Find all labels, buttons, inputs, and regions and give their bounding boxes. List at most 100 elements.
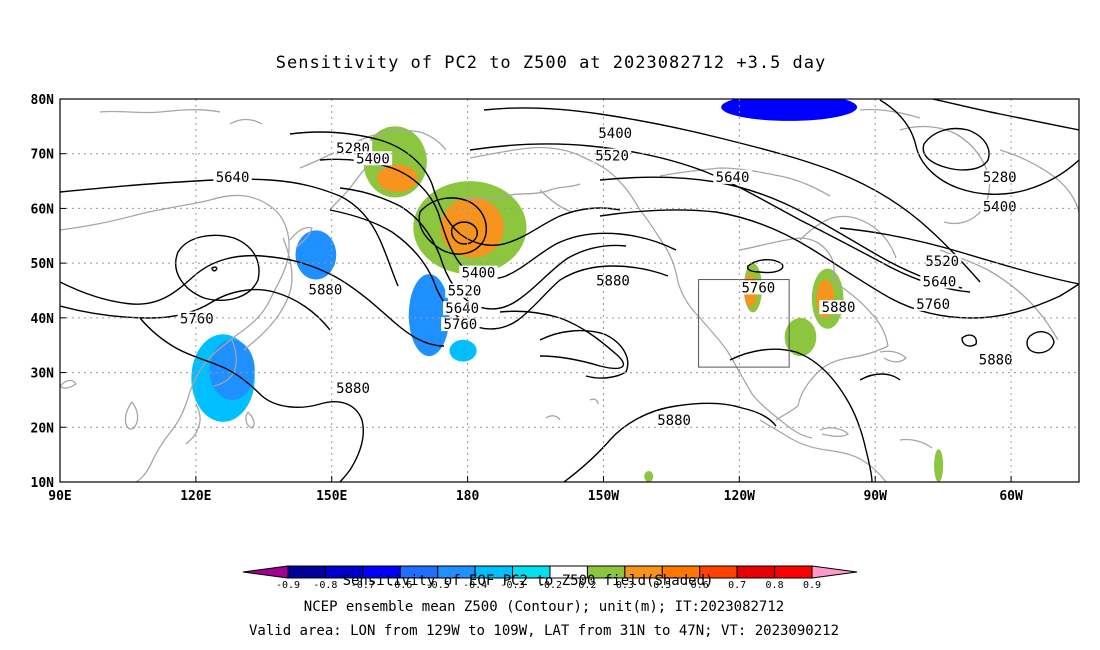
colorbar-tick-label: -0.7	[351, 580, 375, 591]
sensitivity-patch	[377, 164, 418, 193]
axis-labels: 90E 120E 150E 180 150W 120W 90W 60W 80N 70N 60N 50N…	[31, 93, 1023, 504]
colorbar-tick-label: 0.6	[691, 580, 709, 591]
contour-label-halo	[593, 273, 633, 288]
colorbar-tick-label: -0.8	[313, 580, 337, 591]
footer-line-3: Valid area: LON from 129W to 109W, LAT f…	[249, 623, 839, 639]
contour-label-halo	[980, 199, 1019, 214]
contour-label: 5520	[448, 284, 482, 300]
lat-tick-label: 30N	[31, 367, 55, 382]
colorbar-swatch	[774, 565, 813, 579]
colorbar-tick-label: -0.6	[388, 580, 412, 591]
z500-contours	[60, 99, 1079, 482]
contour-label-halo	[980, 169, 1019, 184]
sensitivity-patch	[295, 230, 337, 280]
lon-tick-label: 120E	[180, 489, 211, 504]
map-frame	[59, 98, 1080, 483]
sensitivity-shading-layer	[191, 99, 944, 482]
figure-title: Sensitivity of PC2 to Z500 at 2023082712…	[276, 53, 827, 73]
contour-label-halo	[596, 126, 635, 141]
colorbar-tick-label: -0.2	[538, 580, 562, 591]
contour-label-halo	[442, 301, 482, 316]
lat-tick-label: 80N	[31, 93, 55, 108]
coastlines	[60, 108, 1079, 482]
lon-tick-label: 90E	[48, 489, 71, 504]
contour-label-halo	[177, 311, 216, 326]
contour-label: 5400	[356, 151, 390, 167]
contour-label: 5640	[923, 274, 957, 290]
colorbar-swatch	[287, 565, 326, 579]
contour-label: 5760	[180, 312, 214, 328]
contour-label: 5880	[657, 413, 691, 429]
contour-label: 5640	[716, 170, 750, 186]
contour-label-halo	[333, 381, 373, 396]
colorbar-tick-label: 0.7	[728, 580, 746, 591]
colorbar-tick-label: 0.2	[578, 580, 596, 591]
contour-label-halo	[592, 148, 632, 163]
colorbar-left-arrow	[242, 565, 289, 579]
lon-tick-label: 150W	[588, 489, 619, 504]
contour-label-halo	[976, 352, 1015, 367]
valid-area-box	[698, 279, 790, 368]
colorbar-right-arrow	[811, 565, 858, 579]
sensitivity-patch	[449, 339, 477, 362]
contour-label: 5400	[462, 266, 496, 282]
contour-label: 5520	[595, 149, 629, 165]
contour-label: 5520	[925, 254, 959, 270]
contour-label-halo	[923, 254, 962, 269]
contour-label-halo	[920, 274, 959, 289]
colorbar-tick-label: -0.3	[501, 580, 525, 591]
contour-label: 5640	[216, 170, 250, 186]
sensitivity-patch	[934, 449, 944, 482]
colorbar-tick-label: -0.9	[276, 580, 300, 591]
lat-tick-label: 70N	[31, 148, 55, 163]
sensitivity-patch	[209, 339, 255, 400]
contour-label: 5880	[979, 353, 1013, 369]
contour-label: 5880	[822, 300, 856, 316]
contour-label-halo	[445, 283, 484, 298]
lat-tick-label: 50N	[31, 257, 55, 272]
contour-label: 5400	[983, 199, 1017, 215]
colorbar-tick-label: 0.3	[616, 580, 634, 591]
sensitivity-patch	[440, 197, 504, 258]
footer-line-1: Sensitivity of EOF PC2 to Z500 field(Sha…	[343, 573, 714, 589]
footer-line-2: NCEP ensemble mean Z500 (Contour); unit(…	[304, 599, 784, 615]
sensitivity-patch	[784, 317, 817, 357]
contour-label: 5760	[916, 297, 950, 313]
contour-label-halo	[353, 151, 393, 166]
contour-label-halo	[913, 296, 953, 311]
lat-tick-label: 60N	[31, 202, 55, 217]
colorbar-tick-label: 0.8	[766, 580, 784, 591]
contour-label-halo	[306, 282, 345, 297]
contour-label-halo	[819, 300, 858, 315]
contour-label-halo	[441, 317, 480, 332]
lon-tick-label: 120W	[724, 489, 755, 504]
contour-label: 5760	[741, 280, 775, 296]
contour-label-halo	[654, 412, 694, 427]
lon-tick-label: 180	[456, 489, 480, 504]
contour-label: 5640	[445, 301, 479, 317]
colorbar-tick-label: -0.4	[463, 580, 487, 591]
colorbar: -0.9 -0.8 -0.7 -0.6 -0.5 -0.4 -0.3 -0.2 0.2 0.3 0.…	[242, 565, 858, 591]
contour-label: 5760	[443, 317, 477, 333]
contour-label: 5400	[598, 126, 632, 142]
sensitivity-patch	[721, 99, 858, 121]
colorbar-swatch	[736, 565, 776, 579]
lat-tick-label: 40N	[31, 312, 55, 327]
contour-label: 5880	[336, 381, 370, 397]
sensitivity-patch	[644, 471, 654, 482]
colorbar-tick-label: 0.9	[803, 580, 821, 591]
contour-label-halo	[213, 169, 252, 184]
contour-label: 5880	[596, 273, 630, 289]
lat-tick-label: 20N	[31, 421, 55, 436]
contour-label-halo	[713, 169, 752, 184]
lon-tick-label: 90W	[863, 489, 887, 504]
lat-tick-label: 10N	[31, 476, 55, 491]
colorbar-tick-label: -0.5	[426, 580, 450, 591]
contour-label: 5280	[983, 170, 1017, 186]
contour-label-halo	[739, 280, 778, 295]
lon-tick-label: 60W	[999, 489, 1023, 504]
colorbar-tick-label: 0.5	[653, 580, 671, 591]
